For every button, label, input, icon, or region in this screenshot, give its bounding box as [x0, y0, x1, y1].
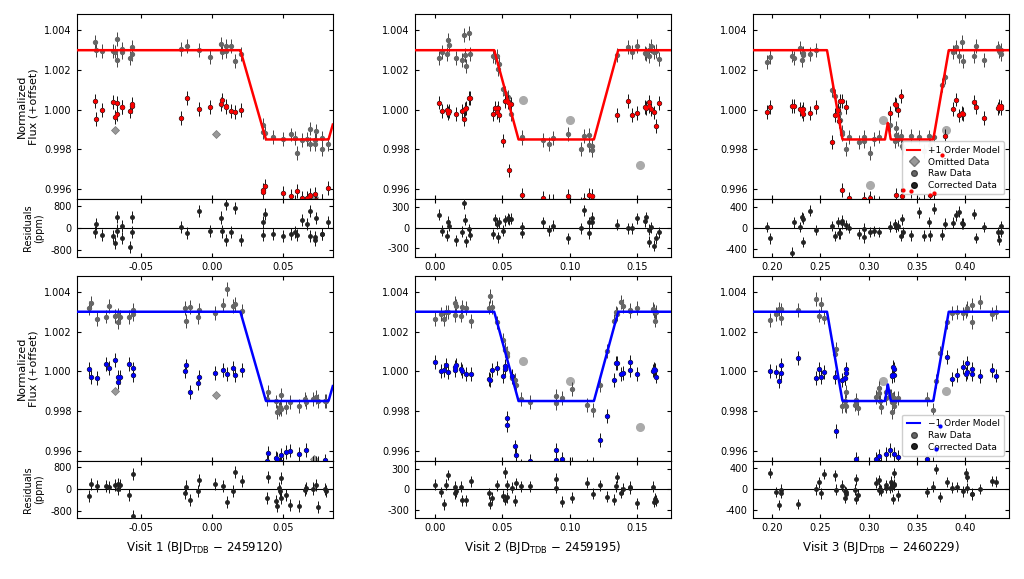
Legend: +1 Order Model, Omitted Data, Raw Data, Corrected Data: +1 Order Model, Omitted Data, Raw Data, … [902, 141, 1005, 195]
Y-axis label: Normalized
Flux (+offset): Normalized Flux (+offset) [17, 68, 39, 145]
X-axis label: Visit 2 (BJD$_{\mathrm{TDB}}$ − 2459195): Visit 2 (BJD$_{\mathrm{TDB}}$ − 2459195) [464, 538, 622, 556]
Legend: −1 Order Model, Raw Data, Corrected Data: −1 Order Model, Raw Data, Corrected Data [902, 415, 1005, 456]
Y-axis label: Residuals
(ppm): Residuals (ppm) [23, 466, 44, 512]
Y-axis label: Normalized
Flux (+offset): Normalized Flux (+offset) [17, 330, 39, 406]
X-axis label: Visit 1 (BJD$_{\mathrm{TDB}}$ − 2459120): Visit 1 (BJD$_{\mathrm{TDB}}$ − 2459120) [126, 538, 284, 556]
X-axis label: Visit 3 (BJD$_{\mathrm{TDB}}$ − 2460229): Visit 3 (BJD$_{\mathrm{TDB}}$ − 2460229) [802, 538, 959, 556]
Y-axis label: Residuals
(ppm): Residuals (ppm) [23, 204, 44, 251]
